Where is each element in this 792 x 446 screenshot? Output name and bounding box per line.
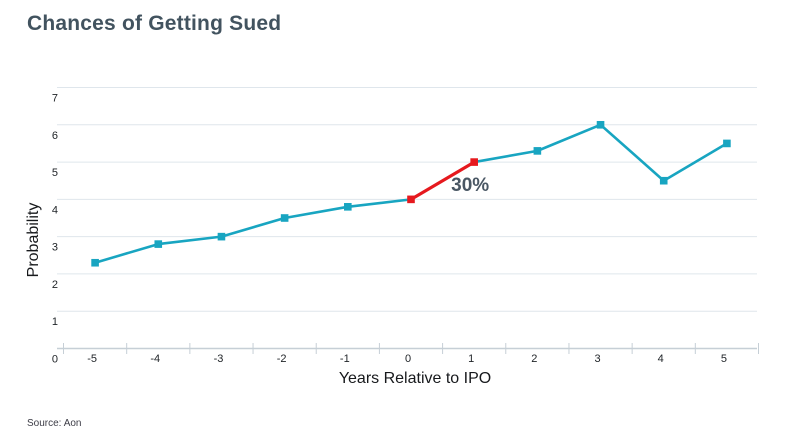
source-note: Source: Aon (27, 418, 82, 429)
annotation-label: 30% (451, 175, 490, 197)
chart-title: Chances of Getting Sued (27, 12, 282, 35)
x-tick-label: 4 (658, 353, 664, 365)
y-tick-label: 0 (52, 354, 58, 366)
y-tick-label: 6 (52, 130, 58, 142)
x-tick-label: -4 (150, 353, 160, 365)
x-tick-label: -2 (277, 353, 287, 365)
data-point-marker (723, 139, 731, 148)
data-point-marker (533, 147, 542, 155)
data-point-marker (91, 258, 99, 267)
x-tick-label: 5 (721, 353, 727, 365)
x-axis-title: Years Relative to IPO (338, 370, 492, 387)
data-point-marker (344, 203, 352, 211)
data-point-marker (280, 214, 289, 222)
y-tick-label: 5 (52, 167, 58, 179)
y-tick-label: 7 (52, 93, 58, 105)
highlight-point-marker (470, 158, 478, 166)
y-tick-label: 3 (52, 242, 58, 254)
x-tick-label: -3 (214, 353, 224, 365)
y-tick-label: 2 (52, 279, 58, 291)
y-tick-label: 4 (52, 204, 58, 216)
y-axis-title: Probability (25, 202, 42, 278)
y-tick-label: 1 (52, 316, 58, 328)
x-tick-label: 0 (405, 353, 411, 365)
x-tick-label: 1 (468, 353, 474, 365)
x-tick-label: -5 (87, 353, 97, 365)
data-point-marker (154, 240, 163, 248)
highlight-point-marker (407, 195, 415, 204)
data-point-marker (596, 120, 605, 129)
x-tick-label: 2 (531, 353, 537, 365)
data-point-marker (217, 232, 226, 241)
series-line (93, 123, 729, 265)
highlight-segment (409, 160, 476, 201)
x-tick-label: -1 (340, 353, 350, 365)
data-point-marker (659, 176, 668, 185)
x-tick-label: 3 (594, 353, 600, 365)
